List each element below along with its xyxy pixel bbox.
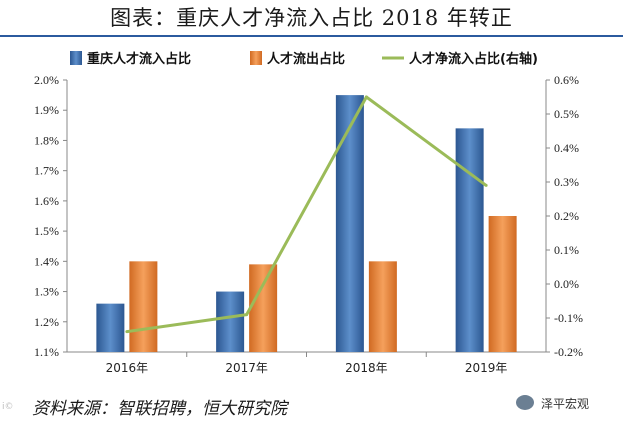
y-right-tick-label: 0.6%: [554, 73, 579, 87]
line-point: [364, 95, 368, 99]
y-right-tick-label: 0.0%: [554, 277, 579, 291]
y-left-tick-label: 1.3%: [34, 285, 59, 299]
corner-mark: i©: [2, 402, 14, 412]
y-right-tick-label: -0.2%: [554, 345, 583, 359]
x-tick-label: 2016年: [106, 361, 149, 375]
wechat-icon: [516, 395, 534, 410]
y-right-tick-label: 0.4%: [554, 141, 579, 155]
y-right-tick-label: 0.2%: [554, 209, 579, 223]
x-tick-label: 2019年: [465, 361, 508, 375]
y-left-tick-label: 1.5%: [34, 224, 59, 238]
bar-inflow: [455, 128, 484, 352]
y-left-tick-label: 1.2%: [34, 315, 59, 329]
y-left-tick-label: 2.0%: [34, 73, 59, 87]
bar-outflow: [488, 216, 517, 352]
y-left-tick-label: 1.8%: [34, 133, 59, 147]
legend-label-line: 人才净流入占比(右轴): [409, 51, 538, 67]
bar-inflow: [335, 95, 364, 352]
bar-inflow: [216, 291, 245, 352]
bar-outflow: [368, 261, 397, 352]
source-note: 资料来源：智联招聘，恒大研究院: [32, 399, 287, 419]
chart-title: 图表：重庆人才净流入占比 2018 年转正: [110, 6, 513, 30]
bar-inflow: [96, 303, 125, 352]
y-left-tick-label: 1.9%: [34, 103, 59, 117]
legend-swatch-inflow: [70, 51, 82, 65]
bar-outflow: [129, 261, 158, 352]
y-right-tick-label: 0.3%: [554, 175, 579, 189]
legend-label-outflow: 人才流出占比: [267, 51, 345, 67]
watermark-text: 泽平宏观: [541, 397, 590, 411]
title-rule: [0, 35, 623, 37]
y-left-tick-label: 1.7%: [34, 164, 59, 178]
line-point: [125, 330, 129, 334]
y-right-tick-label: 0.1%: [554, 243, 579, 257]
line-point: [245, 313, 249, 317]
y-left-tick-label: 1.4%: [34, 254, 59, 268]
legend-swatch-outflow: [250, 51, 262, 65]
legend-label-inflow: 重庆人才流入占比: [87, 51, 191, 67]
line-point: [484, 183, 488, 187]
y-right-tick-label: -0.1%: [554, 311, 583, 325]
bar-outflow: [249, 264, 278, 352]
y-left-tick-label: 1.1%: [34, 345, 59, 359]
x-tick-label: 2017年: [225, 361, 268, 375]
chart: 1.1% 1.2% 1.3% 1.4% 1.5% 1.6% 1.7% 1.8% 1.9% 2.0%…: [34, 51, 583, 375]
x-tick-label: 2018年: [345, 361, 388, 375]
line-net-inflow: [126, 95, 488, 334]
y-right-tick-label: 0.5%: [554, 107, 579, 121]
y-left-tick-label: 1.6%: [34, 194, 59, 208]
